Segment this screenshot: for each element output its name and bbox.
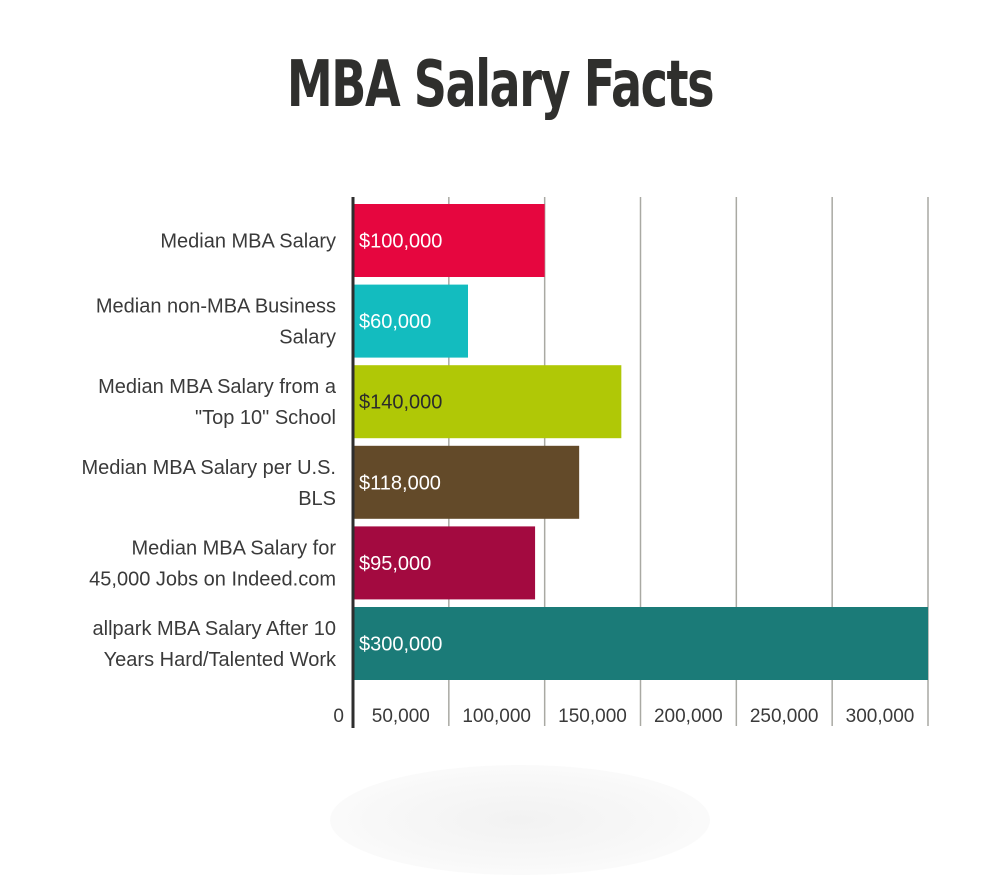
tick-labels: 0 50,000 100,000 150,000 200,000 250,000 300,0… <box>333 706 914 727</box>
category-label: Median MBA Salary from a <box>98 376 337 398</box>
tick-label: 100,000 <box>462 706 531 727</box>
bar <box>353 204 545 277</box>
tick-label: 250,000 <box>750 706 819 727</box>
category-label: Salary <box>279 327 336 349</box>
tick-label: 0 <box>333 706 344 727</box>
bar <box>353 607 928 680</box>
category-label: allpark MBA Salary After 10 <box>93 618 336 640</box>
bars <box>353 204 928 680</box>
tick-label: 50,000 <box>372 706 430 727</box>
tick-label: 300,000 <box>846 706 915 727</box>
tick-label: 150,000 <box>558 706 627 727</box>
value-label: $95,000 <box>359 553 431 575</box>
category-labels: Median MBA Salary Median non-MBA Business… <box>81 231 337 672</box>
bar <box>353 445 580 519</box>
bar <box>353 365 622 439</box>
value-labels: $100,000 $60,000 $140,000 $118,000 $95,000 $3… <box>359 231 442 656</box>
value-label: $300,000 <box>359 634 442 656</box>
bar <box>353 284 468 358</box>
category-label: Years Hard/Talented Work <box>104 649 337 671</box>
category-label: BLS <box>298 488 336 510</box>
value-label: $140,000 <box>359 392 442 414</box>
bar <box>353 526 536 600</box>
category-label: Median MBA Salary for <box>131 537 336 559</box>
category-label: 45,000 Jobs on Indeed.com <box>89 568 336 590</box>
decorative-shadow <box>330 765 710 875</box>
value-label: $60,000 <box>359 311 431 333</box>
category-label: "Top 10" School <box>195 407 336 429</box>
category-label: Median MBA Salary per U.S. <box>81 457 336 479</box>
value-label: $118,000 <box>359 472 441 494</box>
value-label: $100,000 <box>359 231 442 253</box>
chart-title: MBA Salary Facts <box>286 48 715 122</box>
category-label: Median non-MBA Business <box>96 296 336 318</box>
tick-label: 200,000 <box>654 706 723 727</box>
category-label: Median MBA Salary <box>160 231 336 253</box>
